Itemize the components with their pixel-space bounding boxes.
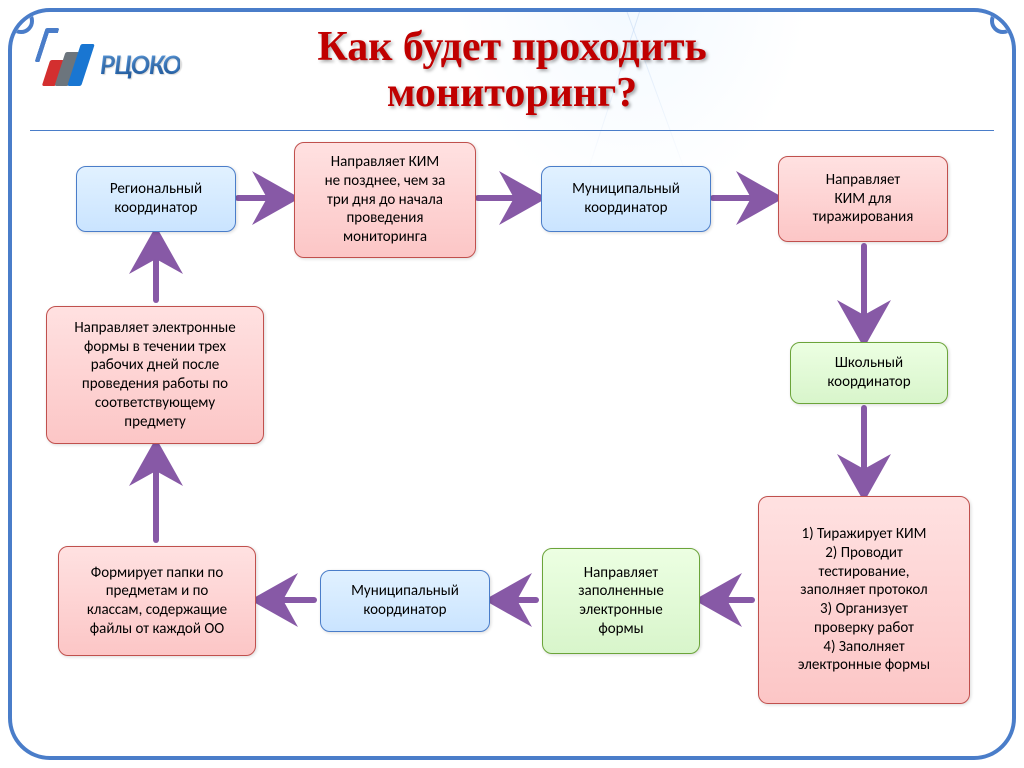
slide-frame: РЦОКО Как будет проходить мониторинг? Ре… — [8, 8, 1016, 760]
flow-node-n2: Направляет КИМ не позднее, чем за три дн… — [294, 142, 476, 258]
header-divider — [30, 130, 994, 131]
flow-node-n6: Школьный координатор — [790, 342, 948, 404]
flow-node-n7: Формирует папки по предметам и по класса… — [58, 546, 256, 656]
flow-node-n1: Региональный координатор — [76, 166, 236, 232]
flow-node-n8: Муниципальный координатор — [320, 570, 490, 632]
flow-node-n3: Муниципальный координатор — [541, 166, 711, 232]
flow-node-n10: 1) Тиражирует КИМ 2) Проводит тестирован… — [758, 496, 970, 704]
flowchart: Региональный координатор Направляет КИМ н… — [32, 142, 992, 736]
header: РЦОКО Как будет проходить мониторинг? — [12, 12, 1012, 124]
slide-title: Как будет проходить мониторинг? — [12, 24, 1012, 116]
flow-node-n5: Направляет электронные формы в течении т… — [46, 306, 264, 444]
flow-node-n9: Направляет заполненные электронные формы — [542, 548, 700, 654]
flow-node-n4: Направляет КИМ для тиражирования — [778, 156, 948, 242]
